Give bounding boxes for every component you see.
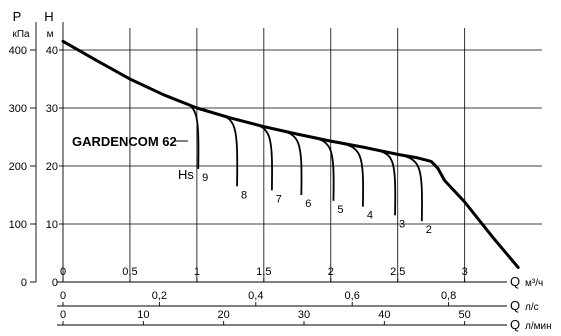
q-tick-label: 3: [462, 266, 468, 278]
q-tick-label: 30: [298, 309, 310, 321]
h-tick-label: 0: [52, 277, 58, 289]
q-axis-symbol: Q: [510, 274, 520, 289]
suction-curve-label: 2: [426, 224, 432, 236]
p-axis-unit: кПа: [12, 29, 30, 40]
p-tick-label: 400: [9, 45, 27, 57]
grid: [63, 28, 542, 282]
suction-curve: [310, 136, 335, 201]
q-tick-label: 0: [60, 309, 66, 321]
suction-curve-label: 3: [399, 218, 405, 230]
suction-curve: [337, 141, 365, 207]
q-tick-label: 0,5: [122, 266, 137, 278]
h-tick-label: 20: [46, 161, 58, 173]
q-tick-label: 1: [194, 266, 200, 278]
q-tick-label: 0,4: [248, 290, 263, 302]
q-tick-label: 0,6: [345, 290, 360, 302]
p-tick-label: 200: [9, 161, 27, 173]
suction-curve-label: 4: [367, 210, 373, 222]
p-axis-symbol: P: [13, 9, 22, 24]
p-tick-label: 100: [9, 219, 27, 231]
suction-curve: [179, 100, 200, 169]
q-tick-label: 50: [459, 309, 471, 321]
suction-curve: [377, 149, 397, 216]
q-axis-unit: л/с: [525, 302, 539, 313]
q-tick-label: 0,8: [441, 290, 456, 302]
h-tick-label: 10: [46, 219, 58, 231]
suction-curve: [250, 122, 273, 191]
suction-curve-label: 7: [276, 193, 282, 205]
q-tick-label: 0: [60, 290, 66, 302]
suction-curve: [216, 113, 239, 187]
q-axis-symbol: Q: [510, 298, 520, 313]
axes: [30, 22, 507, 326]
performance-curve: [61, 39, 520, 269]
p-tick-label: 300: [9, 103, 27, 115]
q-tick-label: 2,5: [390, 266, 405, 278]
suction-curve: [277, 128, 303, 196]
q-tick-label: 0,2: [152, 290, 167, 302]
q-tick-label: 20: [218, 309, 230, 321]
suction-curve-label: 9: [202, 172, 208, 184]
q-axis-unit: м³/ч: [525, 278, 543, 289]
h-axis-symbol: H: [44, 9, 53, 24]
chart-marks: [61, 39, 520, 269]
q-tick-label: 1,5: [256, 266, 271, 278]
curve-title: GARDENCOM 62: [72, 134, 177, 149]
q-tick-label: 2: [328, 266, 334, 278]
q-axis-symbol: Q: [510, 317, 520, 332]
suction-curve-label: 5: [337, 204, 343, 216]
suction-curve-label: 6: [305, 198, 311, 210]
q-tick-label: 10: [137, 309, 149, 321]
q-axis-unit: л/мин: [525, 321, 552, 332]
h-tick-label: 40: [46, 45, 58, 57]
h-tick-label: 30: [46, 103, 58, 115]
q-tick-label: 0: [60, 266, 66, 278]
h-axis-unit: м: [47, 29, 54, 40]
suction-curve: [397, 153, 423, 222]
q-tick-label: 40: [378, 309, 390, 321]
p-tick-label: 0: [21, 277, 27, 289]
suction-lift-label: Hs: [178, 167, 194, 182]
suction-curve-label: 8: [241, 189, 247, 201]
